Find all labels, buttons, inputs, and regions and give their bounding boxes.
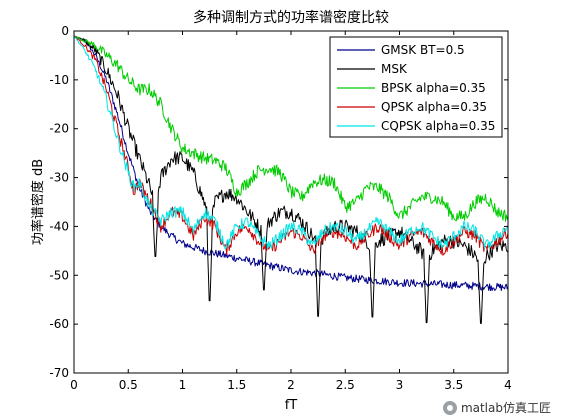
series-line-2 xyxy=(74,35,508,222)
x-tick-label: 3.5 xyxy=(444,378,463,392)
legend-entry: GMSK BT=0.5 xyxy=(381,43,465,57)
x-tick-label: 0 xyxy=(70,378,78,392)
y-tick-label: -20 xyxy=(49,122,69,136)
y-tick-label: -50 xyxy=(49,268,69,282)
circle-logo-icon xyxy=(442,400,457,415)
x-axis-label: fT xyxy=(285,398,298,413)
watermark-text: matlab仿真工匠 xyxy=(460,401,551,415)
x-tick-label: 0.5 xyxy=(119,378,138,392)
legend-entry: CQPSK alpha=0.35 xyxy=(381,119,495,133)
y-axis-label: 功率谱密度 dB xyxy=(30,159,46,245)
y-tick-label: -10 xyxy=(49,73,69,87)
watermark: matlab仿真工匠 xyxy=(442,399,551,416)
chart-title: 多种调制方式的功率谱密度比较 xyxy=(193,9,389,26)
x-tick-label: 2 xyxy=(287,378,295,392)
y-tick-label: -30 xyxy=(49,171,69,185)
y-tick-label: -60 xyxy=(49,317,69,331)
y-tick-label: 0 xyxy=(61,24,69,38)
x-tick-label: 1.5 xyxy=(227,378,246,392)
series-layer xyxy=(74,35,508,324)
series-line-0 xyxy=(74,35,508,291)
x-tick-label: 1 xyxy=(179,378,187,392)
legend-entry: MSK xyxy=(381,62,408,76)
legend-entry: QPSK alpha=0.35 xyxy=(381,100,487,114)
legend-box xyxy=(329,36,503,138)
series-line-4 xyxy=(74,35,508,250)
legend: GMSK BT=0.5 MSK BPSK alpha=0.35 QPSK alpha=… xyxy=(329,36,503,138)
ticks-layer: 0 0.5 1 1.5 2 2.5 3 3.5 4 0 -10 -20 -30 -40 -50 -60 -70 xyxy=(49,24,511,392)
x-tick-label: 2.5 xyxy=(336,378,355,392)
x-tick-label: 3 xyxy=(396,378,404,392)
legend-entry: BPSK alpha=0.35 xyxy=(381,81,486,95)
y-tick-label: -40 xyxy=(49,219,69,233)
x-tick-label: 4 xyxy=(504,378,512,392)
y-tick-label: -70 xyxy=(49,366,69,380)
